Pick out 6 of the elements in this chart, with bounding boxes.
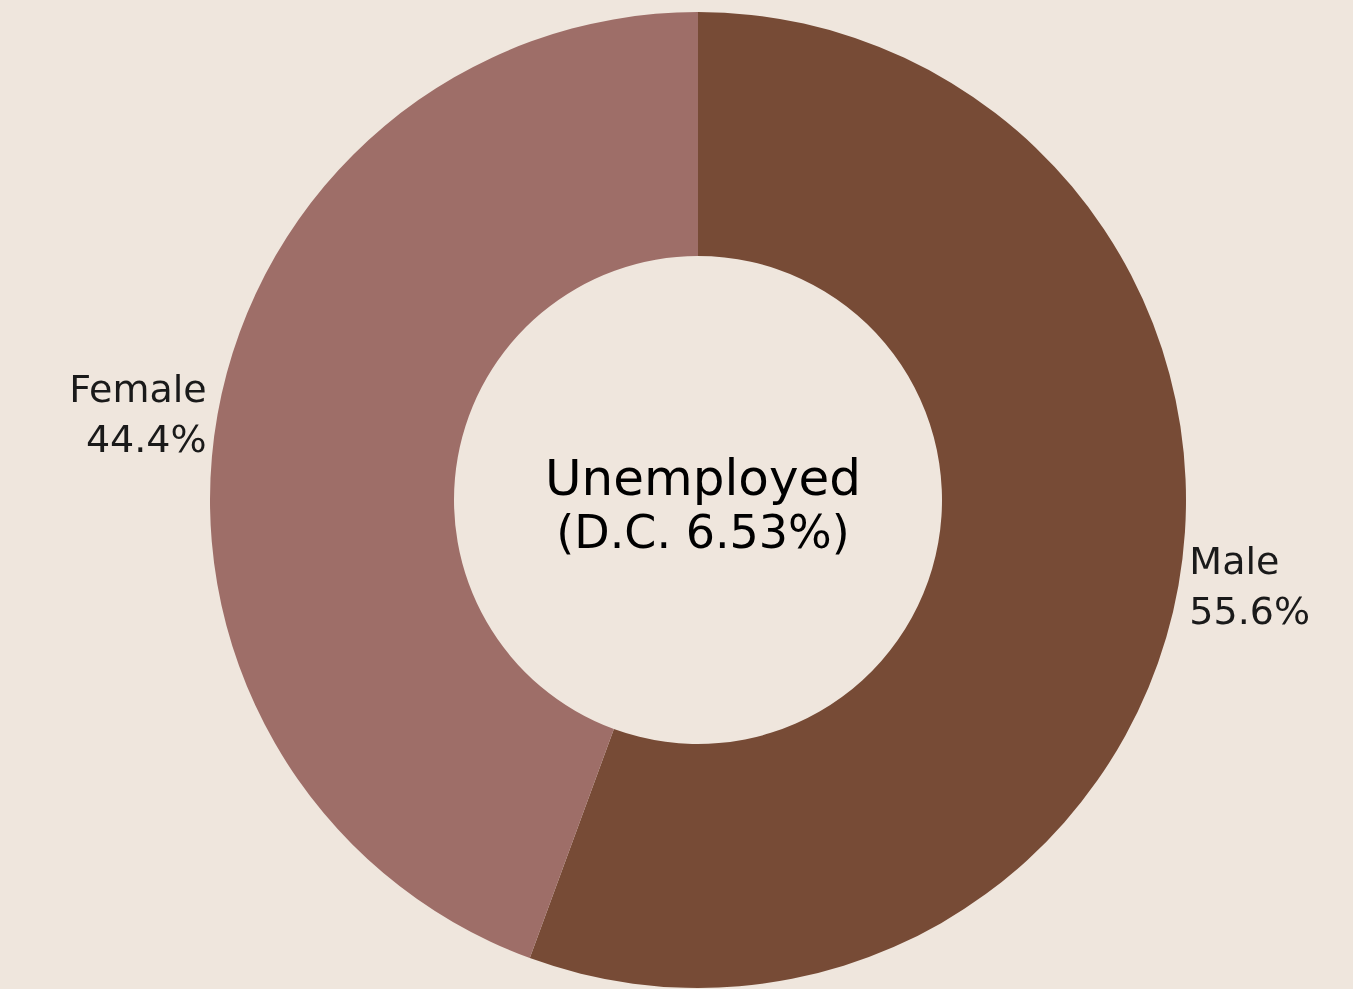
text: (D.C. 6.53%)	[556, 505, 850, 559]
slice-label: Female	[69, 366, 207, 411]
text: Unemployed	[544, 449, 862, 507]
data-label: 44.4%	[85, 416, 207, 461]
data-label: 55.6%	[1189, 589, 1311, 634]
slice-label: Male	[1189, 539, 1280, 584]
